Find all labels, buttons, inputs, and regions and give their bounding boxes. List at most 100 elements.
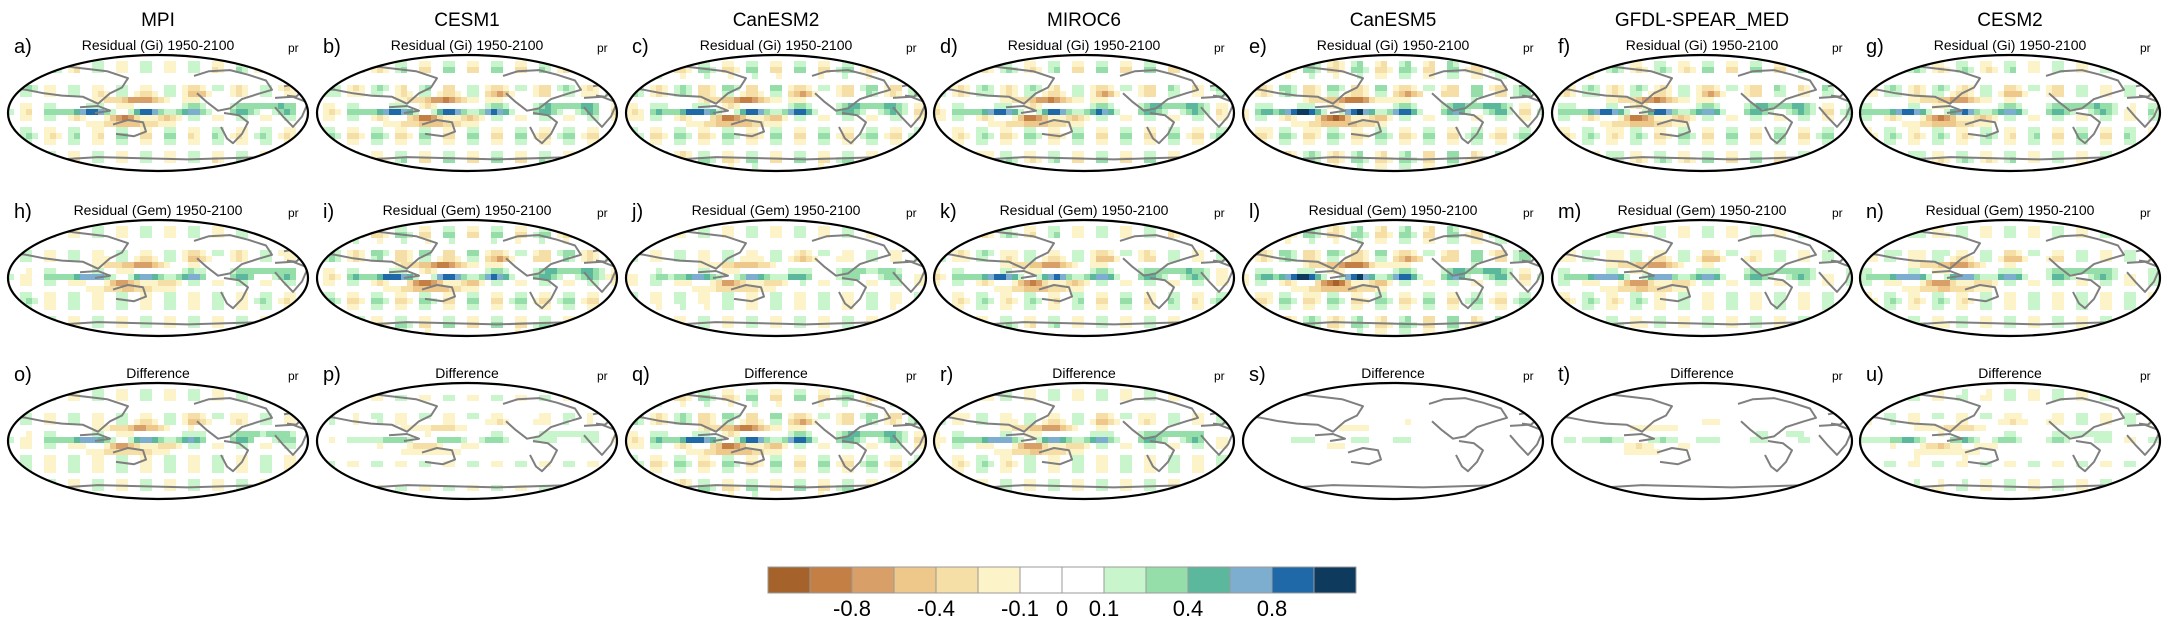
map-panel: q) Difference pr <box>624 364 928 501</box>
panel-subtitle: Residual (Gi) 1950-2100 <box>700 37 853 53</box>
coastline <box>2045 234 2125 277</box>
coastline <box>1764 440 1793 473</box>
coastline <box>1347 447 1382 466</box>
panel-subtitle: Residual (Gem) 1950-2100 <box>1926 202 2095 218</box>
coastline <box>1428 397 1508 440</box>
colorbar-swatch <box>1229 566 1273 594</box>
coastline <box>1656 284 1691 303</box>
map-panel: n) Residual (Gem) 1950-2100 pr <box>1858 201 2162 338</box>
coastline <box>220 440 249 473</box>
colorbar-label: 0.1 <box>1089 596 1120 621</box>
coastline <box>502 234 582 277</box>
model-title: MIROC6 <box>1047 10 1121 31</box>
map-panel: m) Residual (Gem) 1950-2100 pr <box>1550 201 1854 338</box>
residual-field <box>317 55 617 171</box>
panel-subtitle: Residual (Gem) 1950-2100 <box>1618 202 1787 218</box>
coastline <box>112 284 147 303</box>
panel-letter: s) <box>1249 364 1266 386</box>
variable-label: pr <box>288 369 299 383</box>
coastline <box>1509 95 1543 128</box>
map-panel: o) Difference pr <box>6 364 310 501</box>
coastline <box>1314 270 1346 279</box>
model-title: CanESM2 <box>733 10 820 31</box>
coastline <box>1737 234 1817 277</box>
variable-label: pr <box>288 206 299 220</box>
coastline <box>583 260 617 293</box>
panel-subtitle: Difference <box>1361 365 1425 381</box>
map-panel: h) Residual (Gem) 1950-2100 pr <box>6 201 310 338</box>
variable-label: pr <box>1832 41 1843 55</box>
colorbar-label: 0.8 <box>1257 596 1288 621</box>
coastline <box>1146 112 1175 145</box>
coastline <box>1455 112 1484 145</box>
coastline <box>1737 397 1817 440</box>
panel-subtitle: Difference <box>435 365 499 381</box>
coastline <box>1119 69 1199 112</box>
coastline <box>2072 440 2101 473</box>
panel-subtitle: Residual (Gem) 1950-2100 <box>74 202 243 218</box>
residual-field <box>1243 220 1543 336</box>
map-panel: p) Difference pr <box>315 364 619 501</box>
panel-letter: t) <box>1558 364 1570 386</box>
coastline <box>1314 105 1346 114</box>
coastline <box>730 447 765 466</box>
colorbar-label: -0.4 <box>917 596 955 621</box>
map-panel: f) Residual (Gi) 1950-2100 pr GFDL-SPEAR_ME… <box>1550 10 1854 173</box>
coastline <box>193 234 273 277</box>
panel-letter: p) <box>323 364 341 386</box>
variable-label: pr <box>906 369 917 383</box>
map-panel: e) Residual (Gi) 1950-2100 pr CanESM5 <box>1241 10 1545 173</box>
variable-label: pr <box>1523 206 1534 220</box>
variable-label: pr <box>2140 41 2151 55</box>
map-panel: t) Difference pr <box>1550 364 1854 501</box>
colorbar-swatch <box>1019 566 1063 594</box>
coastline <box>697 433 729 442</box>
variable-label: pr <box>1523 41 1534 55</box>
coastline <box>1964 447 1999 466</box>
coastline <box>1200 95 1234 128</box>
coastline <box>1818 95 1852 128</box>
panel-letter: j) <box>631 201 643 223</box>
map-border <box>315 53 619 173</box>
variable-label: pr <box>1832 369 1843 383</box>
panel-letter: i) <box>323 201 334 223</box>
coastline <box>1314 433 1346 442</box>
model-title: CESM1 <box>434 10 499 31</box>
variable-label: pr <box>597 206 608 220</box>
coastline <box>583 423 617 456</box>
coastline <box>193 397 273 440</box>
residual-field <box>1860 220 2160 336</box>
panel-subtitle: Difference <box>1978 365 2042 381</box>
panel-letter: d) <box>940 36 958 58</box>
map-panel: d) Residual (Gi) 1950-2100 pr MIROC6 <box>932 10 1236 173</box>
coastline <box>274 260 308 293</box>
coastline <box>2126 260 2160 293</box>
coastline <box>1455 277 1484 310</box>
colorbar-swatch <box>767 566 811 594</box>
coastline <box>1818 260 1852 293</box>
colorbar-swatch <box>935 566 979 594</box>
coastline <box>1656 447 1691 466</box>
model-title: CESM2 <box>1977 10 2042 31</box>
coastline <box>1200 260 1234 293</box>
panel-letter: b) <box>323 36 341 58</box>
coastline <box>274 423 308 456</box>
panel-subtitle: Residual (Gi) 1950-2100 <box>1008 37 1161 53</box>
coastline <box>697 270 729 279</box>
colorbar-swatch <box>1061 566 1105 594</box>
coastline <box>1455 440 1484 473</box>
coastline <box>2126 423 2160 456</box>
model-title: CanESM5 <box>1350 10 1437 31</box>
panel-subtitle: Residual (Gem) 1950-2100 <box>1000 202 1169 218</box>
coastline <box>79 433 111 442</box>
coastline <box>838 277 867 310</box>
map-panel: r) Difference pr <box>932 364 1236 501</box>
residual-field <box>626 383 926 499</box>
variable-label: pr <box>1523 369 1534 383</box>
coastline <box>1764 112 1793 145</box>
variable-label: pr <box>906 41 917 55</box>
residual-field <box>1552 383 1852 499</box>
map-border <box>932 53 1236 173</box>
residual-field <box>934 220 1234 336</box>
coastline <box>730 119 765 138</box>
